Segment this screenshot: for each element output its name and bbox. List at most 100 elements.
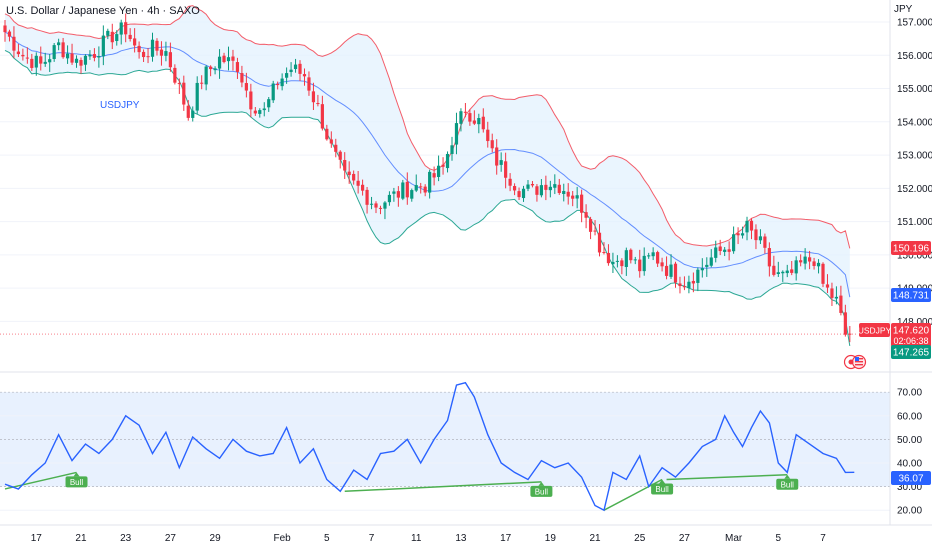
candle (459, 108, 463, 132)
candle (785, 264, 789, 278)
candle (517, 187, 521, 200)
time-tick-label: 17 (31, 533, 43, 544)
rsi-scale[interactable]: 70.00 60.00 50.00 40.00 30.00 20.00 (889, 372, 922, 525)
candle (410, 188, 414, 202)
candle (468, 109, 472, 126)
candle (419, 182, 423, 194)
candle (450, 136, 454, 161)
candle (231, 49, 235, 71)
candle (101, 25, 105, 66)
candle (776, 261, 780, 277)
candle (195, 76, 199, 114)
candle (562, 183, 566, 202)
candle (396, 186, 400, 207)
candle (535, 184, 539, 202)
candle (723, 247, 727, 257)
candle (521, 185, 526, 202)
price-tick-label: 154.000 (897, 117, 932, 128)
candle (593, 220, 597, 236)
candle (30, 53, 34, 71)
candle (486, 121, 490, 148)
candle (209, 65, 213, 77)
candle (615, 255, 619, 268)
candle (718, 239, 722, 256)
bollinger-basis-line (4, 31, 851, 298)
candle (414, 174, 418, 193)
candle (472, 110, 476, 126)
candle (52, 42, 56, 62)
candle (374, 201, 378, 214)
bollinger-band-fill (5, 5, 850, 346)
price-tick-label: 150.000 (897, 250, 932, 261)
candle (597, 224, 602, 257)
candle (691, 272, 695, 293)
candle (320, 95, 324, 131)
candle (401, 179, 405, 201)
candle (88, 50, 92, 60)
last-price-badge: 147.620 02:06:38 (891, 323, 931, 347)
candle (553, 174, 557, 195)
candle (830, 282, 834, 306)
candle (383, 201, 387, 220)
lower-band-value: 147.265 (893, 348, 930, 359)
rsi-value-badge: 36.07 (891, 471, 931, 485)
candle (106, 28, 110, 40)
candle (387, 191, 392, 206)
currency-label[interactable]: JPY (894, 4, 913, 15)
candle (39, 46, 43, 71)
candle (378, 205, 383, 215)
candle (70, 43, 74, 65)
candle (816, 259, 821, 274)
candle (423, 184, 427, 197)
candle (584, 204, 588, 229)
rsi-tick-label: 40.00 (897, 458, 922, 469)
time-axis[interactable]: 17 21 23 27 29 Feb 5 7 11 13 17 19 21 25 27 Mar 5 7 (31, 533, 827, 544)
basis-value: 148.731 (893, 291, 930, 302)
candle (490, 133, 494, 153)
price-tick-label: 157.000 (897, 17, 932, 28)
candle (191, 106, 195, 122)
candle (316, 94, 320, 107)
symbol-label: USDJPY (858, 326, 892, 336)
candle (307, 71, 311, 96)
candle (539, 179, 543, 198)
bar-countdown: 02:06:38 (893, 336, 928, 346)
candle (843, 304, 847, 337)
candle (745, 216, 749, 241)
candle (365, 186, 369, 214)
time-tick-label: 7 (820, 533, 826, 544)
candle (186, 100, 190, 121)
candle (740, 226, 745, 239)
candle (504, 152, 508, 189)
candle (526, 180, 530, 192)
candle (280, 73, 284, 91)
price-scale[interactable]: 157.000 156.000 155.000 154.000 153.000 152.0… (889, 0, 932, 372)
candle (508, 173, 512, 192)
rsi-line[interactable] (4, 381, 855, 512)
candlestick-series[interactable] (3, 13, 852, 343)
candle (557, 178, 561, 195)
candle (727, 241, 731, 261)
candle (772, 255, 776, 277)
candle (825, 274, 830, 294)
candle (495, 139, 499, 175)
candle (736, 227, 740, 245)
candle (651, 247, 655, 261)
candle (812, 257, 816, 270)
candle (329, 131, 333, 148)
candle (325, 124, 329, 141)
candle (79, 57, 83, 74)
candle (709, 249, 713, 268)
candle (405, 172, 409, 205)
candle (749, 218, 754, 240)
economic-event-flags-icon[interactable] (843, 354, 867, 370)
candle (48, 53, 52, 72)
candle (790, 261, 794, 276)
price-tick-label: 153.000 (897, 151, 932, 162)
candle (799, 254, 803, 267)
rsi-tick-label: 20.00 (897, 506, 922, 517)
candle (97, 46, 101, 68)
candle (606, 244, 611, 266)
price-tick-label: 155.000 (897, 84, 932, 95)
